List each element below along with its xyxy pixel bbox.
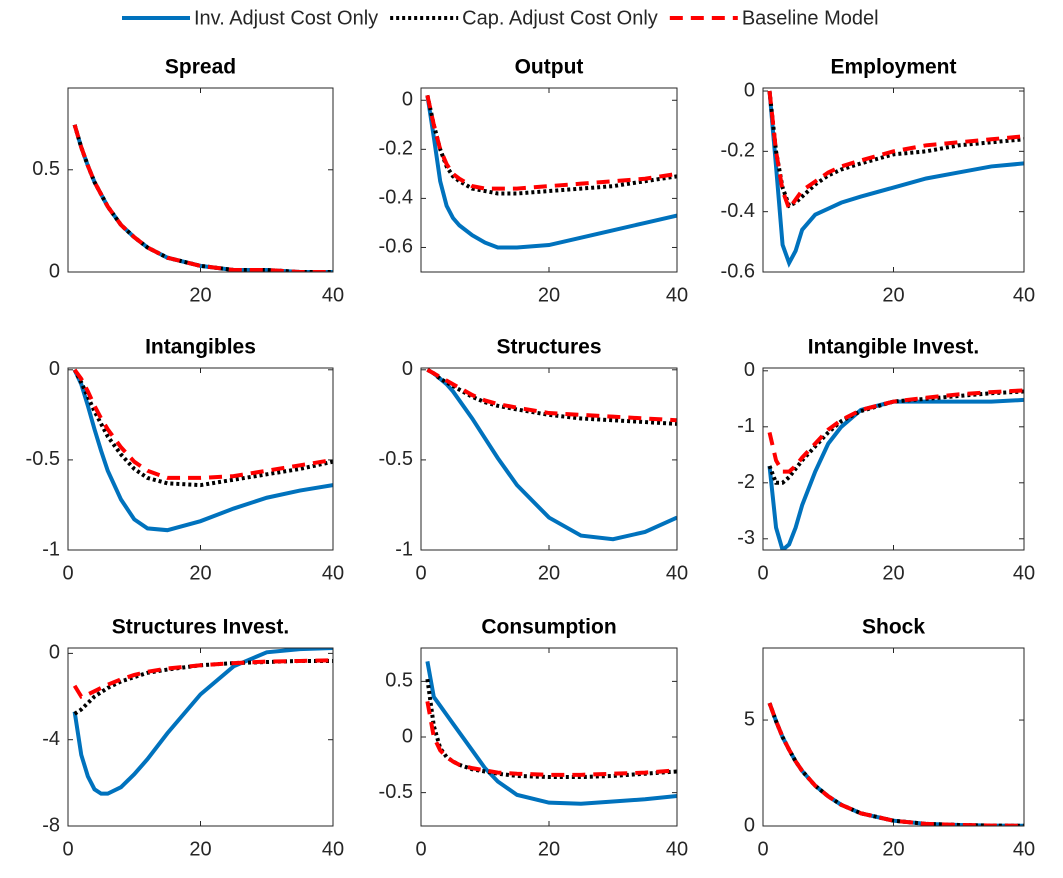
y-tick-label: -1 <box>42 538 60 560</box>
chart-title: Intangibles <box>145 336 256 359</box>
x-tick-label: 40 <box>322 838 344 860</box>
plot-area <box>763 648 1024 826</box>
legend-label: Baseline Model <box>742 7 879 29</box>
y-tick-label: 5 <box>744 708 755 730</box>
chart-title: Shock <box>862 616 925 639</box>
axes-box <box>67 367 334 551</box>
y-tick-label: 0 <box>49 260 60 282</box>
series-line <box>72 124 333 272</box>
series-line <box>72 648 333 796</box>
y-tick-label: -0.5 <box>26 448 60 470</box>
y-tick-label: -8 <box>42 814 60 836</box>
plot-area <box>763 88 1024 272</box>
x-tick-label: 40 <box>666 562 688 584</box>
y-tick-label: 0 <box>402 725 413 747</box>
y-tick-label: -3 <box>737 527 755 549</box>
y-tick-label: -4 <box>42 728 60 750</box>
y-tick-label: 0 <box>402 89 413 111</box>
y-tick-label: -0.2 <box>721 140 755 162</box>
plot-area <box>68 648 333 826</box>
y-tick-label: -2 <box>737 471 755 493</box>
x-tick-label: 0 <box>757 562 768 584</box>
y-tick-label: -0.5 <box>379 448 413 470</box>
series-line <box>767 90 1024 213</box>
axes-box <box>762 367 1025 551</box>
x-tick-label: 40 <box>1013 838 1035 860</box>
axes-box <box>67 647 334 827</box>
legend-label: Cap. Adjust Cost Only <box>462 7 658 29</box>
series-line <box>425 94 677 196</box>
y-tick-label: -0.6 <box>379 236 413 258</box>
series-line <box>425 94 677 191</box>
x-tick-label: 0 <box>415 562 426 584</box>
axes-box <box>67 87 334 273</box>
plot-area <box>763 368 1024 550</box>
y-tick-label: 0.5 <box>32 158 60 180</box>
chart-title: Output <box>515 56 584 79</box>
series-line <box>72 368 333 533</box>
y-tick-label: 0 <box>744 814 755 836</box>
axes-box <box>420 367 678 551</box>
axes-box <box>762 87 1025 273</box>
x-tick-label: 20 <box>538 562 560 584</box>
y-tick-label: 0 <box>49 358 60 380</box>
x-tick-label: 20 <box>538 284 560 306</box>
axes-box <box>420 647 678 827</box>
x-tick-label: 40 <box>1013 284 1035 306</box>
chart-title: Structures Invest. <box>112 616 289 639</box>
plot-area <box>421 368 677 550</box>
series-line <box>425 701 677 777</box>
x-tick-label: 40 <box>666 838 688 860</box>
y-tick-label: -1 <box>395 538 413 560</box>
x-tick-label: 0 <box>415 838 426 860</box>
x-tick-label: 40 <box>666 284 688 306</box>
y-tick-label: -0.4 <box>379 187 413 209</box>
series-line <box>767 388 1024 474</box>
series-line <box>767 389 1024 485</box>
chart-title: Consumption <box>481 616 616 639</box>
series-line <box>73 368 333 480</box>
y-tick-label: 0 <box>744 359 755 381</box>
chart-title: Spread <box>165 56 236 79</box>
series-line <box>425 95 677 250</box>
y-tick-label: -0.2 <box>379 138 413 160</box>
series-line <box>767 397 1024 550</box>
chart-title: Employment <box>830 56 956 79</box>
series-line <box>426 368 677 423</box>
y-tick-label: -0.6 <box>721 260 755 282</box>
series-line <box>767 702 1024 826</box>
series-line <box>425 660 677 806</box>
y-tick-label: 0 <box>744 79 755 101</box>
x-tick-label: 20 <box>189 838 211 860</box>
x-tick-label: 0 <box>62 562 73 584</box>
series-line <box>767 90 1024 268</box>
x-tick-label: 20 <box>189 284 211 306</box>
x-tick-label: 0 <box>62 838 73 860</box>
x-tick-label: 40 <box>322 562 344 584</box>
chart-title: Structures <box>496 336 601 359</box>
x-tick-label: 20 <box>538 838 560 860</box>
x-tick-label: 40 <box>1013 562 1035 584</box>
x-tick-label: 20 <box>882 562 904 584</box>
y-tick-label: -0.4 <box>721 200 755 222</box>
series-line <box>767 90 1024 209</box>
y-tick-label: 0.5 <box>385 670 413 692</box>
legend-label: Inv. Adjust Cost Only <box>194 7 378 29</box>
x-tick-label: 20 <box>882 284 904 306</box>
y-tick-label: 0 <box>402 358 413 380</box>
axes-box <box>762 647 1025 827</box>
axes-box <box>420 87 678 273</box>
x-tick-label: 0 <box>757 838 768 860</box>
y-tick-label: -1 <box>737 415 755 437</box>
x-tick-label: 20 <box>189 562 211 584</box>
y-tick-label: 0 <box>49 642 60 664</box>
x-tick-label: 40 <box>322 284 344 306</box>
chart-title: Intangible Invest. <box>808 336 980 359</box>
plot-area <box>68 88 333 272</box>
y-tick-label: -0.5 <box>379 781 413 803</box>
x-tick-label: 20 <box>882 838 904 860</box>
series-line <box>72 658 333 699</box>
series-line <box>72 368 333 488</box>
